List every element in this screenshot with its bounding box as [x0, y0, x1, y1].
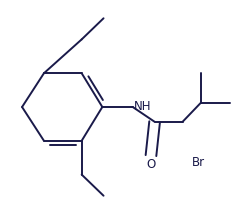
Text: Br: Br: [192, 156, 205, 169]
Text: NH: NH: [134, 101, 152, 113]
Text: O: O: [146, 158, 156, 171]
